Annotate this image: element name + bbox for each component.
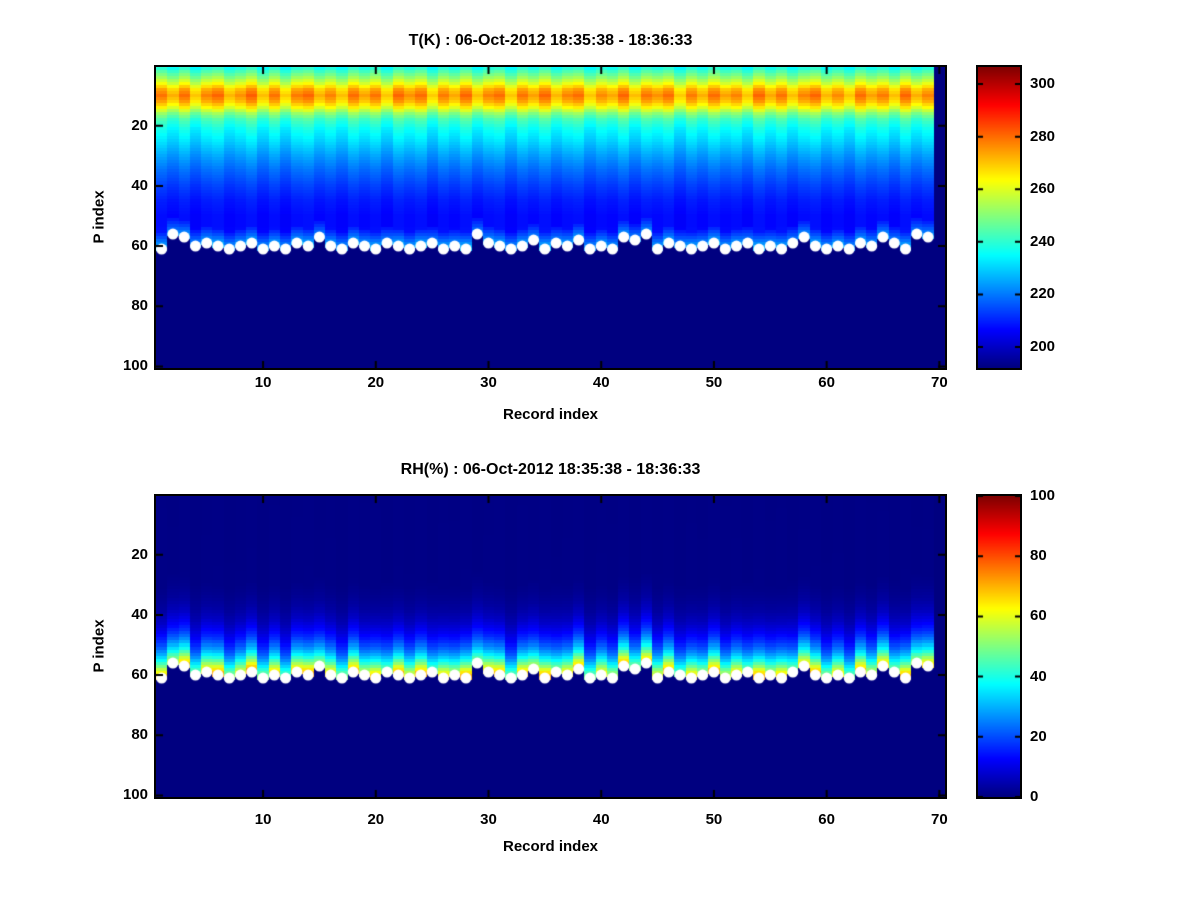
y-tick-label: 40: [131, 605, 148, 623]
colorbar-tick-label: 200: [1030, 337, 1056, 355]
y-tick-label: 20: [131, 116, 148, 134]
x-tick-label: 70: [931, 811, 948, 828]
colorbar-tick-label: 100: [1030, 487, 1056, 504]
x-tick-label: 10: [254, 374, 272, 391]
humidity-x-axis-label: Record index: [502, 838, 599, 855]
y-tick-label: 40: [131, 176, 148, 194]
humidity-y-axis-label: P index: [90, 619, 108, 673]
y-tick-label: 60: [131, 666, 148, 684]
y-tick-label: 20: [131, 545, 148, 563]
x-tick-label: 40: [592, 374, 610, 391]
colorbar-tick-label: 60: [1030, 607, 1047, 625]
x-tick-label: 50: [705, 374, 723, 391]
colorbar-tick-label: 280: [1030, 127, 1056, 145]
temperature-y-axis-label: P index: [90, 190, 108, 244]
x-tick-label: 20: [367, 811, 385, 828]
temperature-x-axis-label: Record index: [502, 406, 599, 423]
x-tick-label: 60: [818, 374, 835, 391]
colorbar-tick-label: 260: [1030, 180, 1056, 198]
x-tick-label: 40: [592, 811, 610, 828]
x-tick-label: 30: [480, 374, 497, 391]
colorbar-tick-label: 0: [1030, 788, 1039, 805]
temperature-heatmap: [154, 65, 947, 370]
colorbar-tick-label: 40: [1030, 667, 1047, 685]
x-tick-label: 50: [705, 811, 723, 828]
temperature-title: T(K) : 06-Oct-2012 18:35:38 - 18:36:33: [408, 32, 693, 49]
colorbar-tick-label: 220: [1030, 285, 1056, 303]
y-tick-label: 100: [122, 786, 148, 804]
temperature-colorbar: [976, 65, 1022, 370]
y-tick-label: 80: [131, 726, 148, 744]
x-tick-label: 70: [931, 374, 948, 391]
x-tick-label: 10: [254, 811, 272, 828]
y-tick-label: 60: [131, 237, 148, 255]
x-tick-label: 30: [480, 811, 497, 828]
humidity-title: RH(%) : 06-Oct-2012 18:35:38 - 18:36:33: [400, 461, 701, 478]
humidity-colorbar: [976, 494, 1022, 799]
colorbar-tick-label: 20: [1030, 727, 1047, 745]
humidity-heatmap: [154, 494, 947, 799]
colorbar-tick-label: 300: [1030, 75, 1056, 93]
y-tick-label: 80: [131, 297, 148, 315]
x-tick-label: 60: [818, 811, 835, 828]
colorbar-tick-label: 80: [1030, 547, 1047, 565]
y-tick-label: 100: [122, 357, 148, 375]
colorbar-tick-label: 240: [1030, 232, 1056, 250]
x-tick-label: 20: [367, 374, 385, 391]
